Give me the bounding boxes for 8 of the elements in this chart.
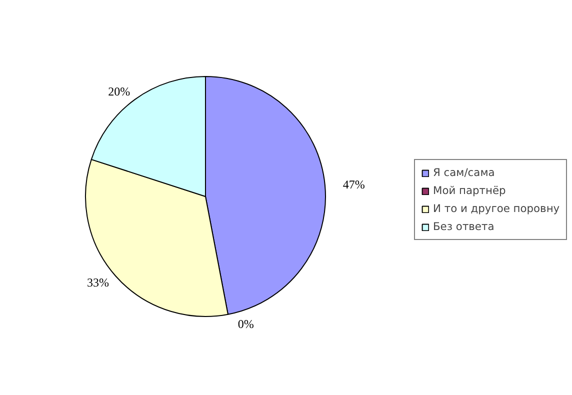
legend-label: Я сам/сама — [433, 166, 495, 179]
legend-label: Мой партнёр — [433, 184, 506, 197]
text: 0% — [238, 317, 254, 332]
legend-label: И то и другое поровну — [433, 202, 560, 215]
data-label: 20% — [108, 84, 130, 98]
legend-label: Без ответа — [433, 220, 494, 233]
data-label: 33% — [86, 275, 109, 290]
data-label: 47% — [342, 177, 365, 192]
